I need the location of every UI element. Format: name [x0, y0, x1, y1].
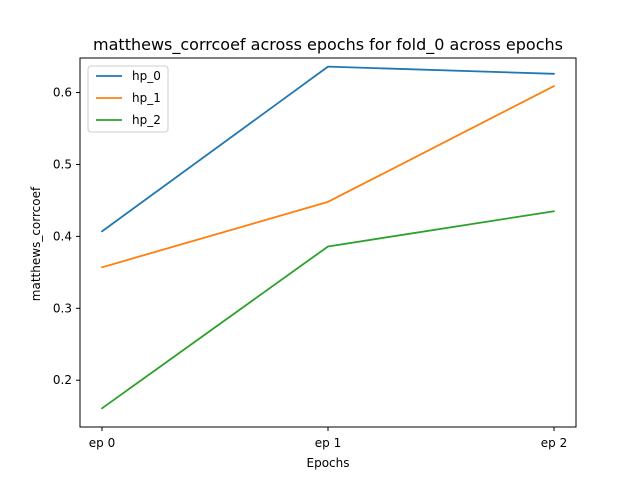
- legend: hp_0 hp_1 hp_2: [87, 65, 169, 133]
- y-tick-label: 0.4: [53, 229, 72, 243]
- chart-title: matthews_corrcoef across epochs for fold…: [93, 35, 563, 55]
- x-tick-label: ep 1: [315, 436, 341, 450]
- legend-item-hp_2: hp_2: [96, 113, 161, 127]
- y-tick-label: 0.2: [53, 373, 72, 387]
- y-tick: 0.4: [53, 229, 80, 243]
- legend-item-hp_0: hp_0: [96, 69, 161, 83]
- x-tick: ep 2: [541, 427, 567, 450]
- x-tick: ep 1: [315, 427, 341, 450]
- series-line-hp_2: [101, 210, 555, 410]
- y-tick-label: 0.5: [53, 157, 72, 171]
- y-axis-ticks: 0.2 0.3 0.4 0.5 0.6: [53, 86, 80, 387]
- legend-label: hp_2: [132, 113, 161, 127]
- y-tick: 0.3: [53, 301, 80, 315]
- legend-item-hp_1: hp_1: [96, 91, 161, 105]
- x-axis-ticks: ep 0 ep 1 ep 2: [89, 427, 567, 450]
- series-line-hp_0: [101, 65, 555, 233]
- series-line-hp_1: [101, 85, 555, 269]
- series-layer: [101, 65, 555, 410]
- x-tick-label: ep 0: [89, 436, 115, 450]
- y-tick-label: 0.3: [53, 301, 72, 315]
- y-tick: 0.6: [53, 86, 80, 100]
- legend-label: hp_0: [132, 69, 161, 83]
- x-tick-label: ep 2: [541, 436, 567, 450]
- x-axis-label: Epochs: [307, 456, 350, 470]
- legend-box: [87, 65, 169, 133]
- legend-label: hp_1: [132, 91, 161, 105]
- y-tick-label: 0.6: [53, 86, 72, 100]
- y-tick: 0.5: [53, 157, 80, 171]
- x-tick: ep 0: [89, 427, 115, 450]
- y-tick: 0.2: [53, 373, 80, 387]
- y-axis-label: matthews_corrcoef: [29, 186, 43, 301]
